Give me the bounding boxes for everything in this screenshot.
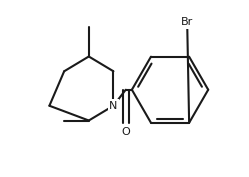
Text: O: O xyxy=(121,127,130,137)
Text: Br: Br xyxy=(181,17,193,27)
Text: N: N xyxy=(109,101,118,111)
